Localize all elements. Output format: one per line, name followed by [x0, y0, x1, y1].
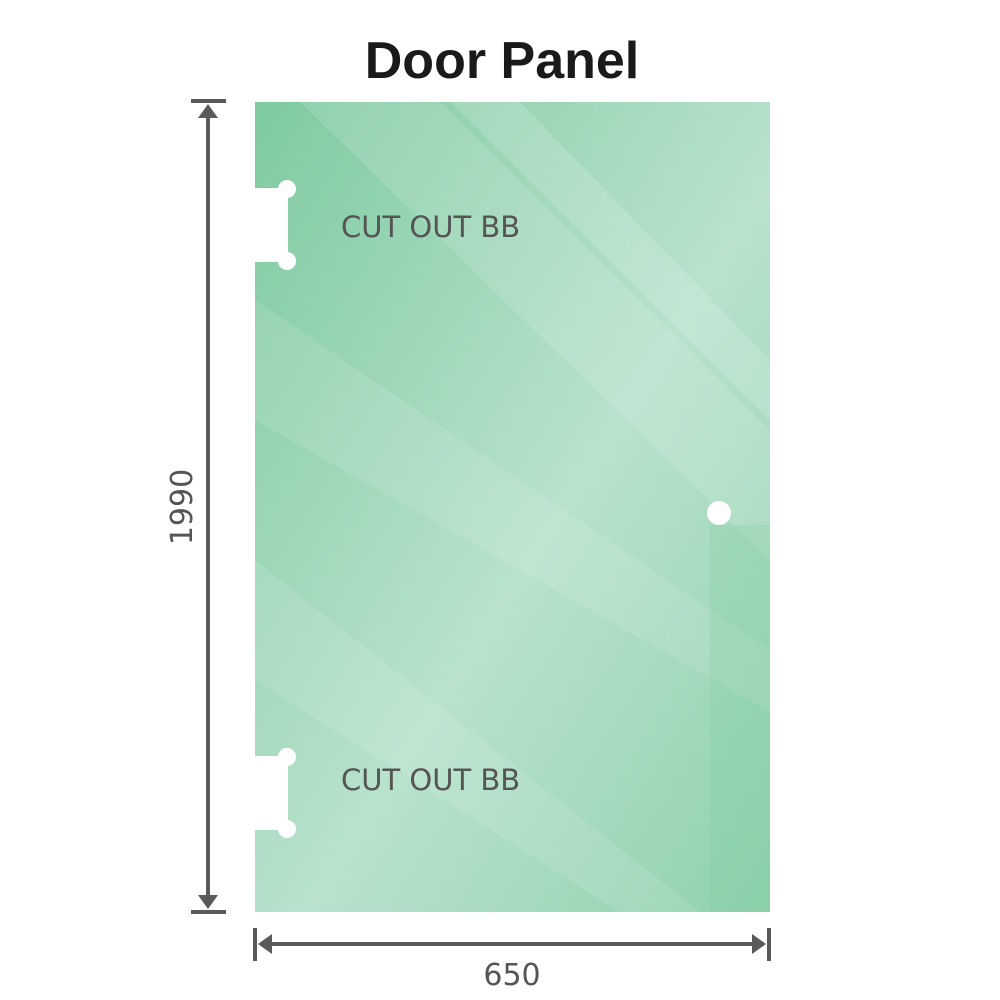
cutout-top-label: CUT OUT BB [341, 210, 520, 244]
width-label: 650 [483, 958, 540, 993]
cutout-bottom [250, 748, 296, 838]
glass-panel [255, 102, 770, 912]
height-label: 1990 [165, 469, 200, 545]
height-dimension [191, 99, 226, 914]
cutout-top [250, 180, 296, 270]
cutout-bottom-label: CUT OUT BB [341, 763, 520, 797]
width-dimension [253, 928, 771, 961]
handle-hole [707, 501, 731, 525]
diagram-title: Door Panel [365, 32, 640, 90]
